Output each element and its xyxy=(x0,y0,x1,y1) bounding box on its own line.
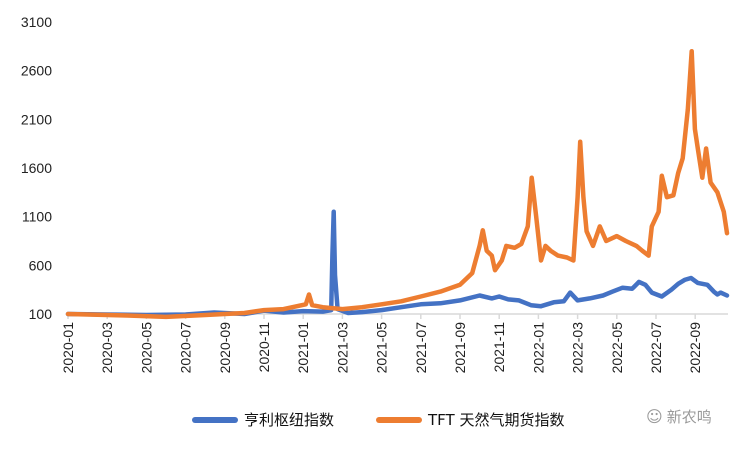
legend-swatch-orange xyxy=(376,416,422,423)
legend-label: 亨利枢纽指数 xyxy=(244,411,335,429)
legend-item-tft: TFT 天然气期货指数 xyxy=(376,409,564,430)
x-tick-label: 2022-01 xyxy=(530,322,546,374)
y-tick-label: 1600 xyxy=(21,160,52,176)
y-tick-label: 2600 xyxy=(21,63,52,79)
x-axis: 2020-01 2020-03 2020-05 2020-07 2020-09 2020-… xyxy=(60,314,703,373)
x-tick-label: 2021-07 xyxy=(413,322,429,374)
y-axis: 100 600 1100 1600 2100 2600 3100 xyxy=(21,14,52,322)
x-tick-label: 2021-11 xyxy=(491,322,507,373)
x-tick-label: 2021-09 xyxy=(452,322,468,374)
x-tick-label: 2020-11 xyxy=(256,322,272,373)
x-tick-label: 2022-05 xyxy=(609,322,625,374)
x-tick-label: 2020-09 xyxy=(217,322,233,374)
legend-label: TFT 天然气期货指数 xyxy=(428,411,565,429)
x-tick-label: 2021-03 xyxy=(334,322,350,374)
x-tick-label: 2020-01 xyxy=(60,322,76,374)
x-tick-label: 2020-05 xyxy=(138,322,154,374)
x-tick-label: 2021-05 xyxy=(374,322,390,374)
x-tick-label: 2020-07 xyxy=(178,322,194,374)
x-tick-label: 2022-03 xyxy=(570,322,586,374)
y-tick-label: 3100 xyxy=(21,14,52,30)
x-tick-label: 2021-01 xyxy=(295,322,311,374)
legend-swatch-blue xyxy=(192,416,238,423)
x-tick-label: 2022-07 xyxy=(648,322,664,374)
watermark: ☺ 新农鸣 xyxy=(646,406,712,427)
series-lines xyxy=(65,48,730,320)
wechat-icon: ☺ xyxy=(646,407,663,426)
watermark-text: 新农鸣 xyxy=(666,408,712,426)
x-tick-label: 2020-03 xyxy=(99,322,115,374)
legend-item-henry-hub: 亨利枢纽指数 xyxy=(192,409,334,430)
x-tick-label: 2022-09 xyxy=(687,322,703,374)
y-tick-label: 600 xyxy=(29,257,53,273)
y-tick-label: 100 xyxy=(29,306,53,322)
y-tick-label: 2100 xyxy=(21,111,52,127)
y-tick-label: 1100 xyxy=(22,209,52,225)
series-line-1 xyxy=(65,48,730,320)
series-line-0 xyxy=(65,209,730,318)
